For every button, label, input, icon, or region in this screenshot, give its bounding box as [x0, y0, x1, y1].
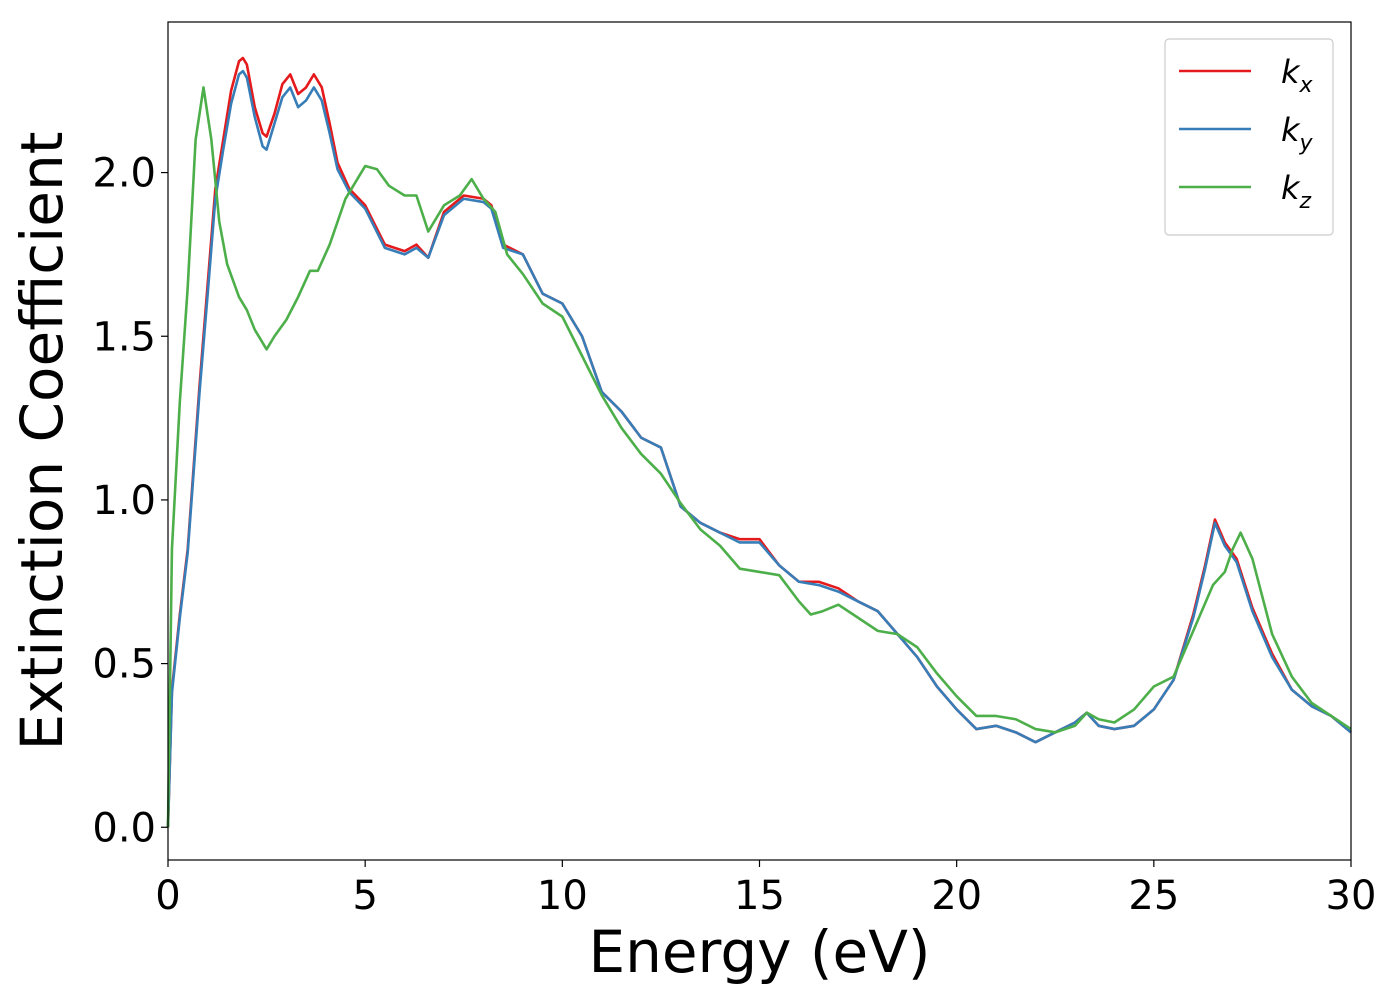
- x-tick-label: 5: [352, 873, 377, 919]
- series-line-kz: [166, 86, 1352, 828]
- x-tick-label: 20: [931, 873, 982, 919]
- legend-label-kx: kx: [1281, 53, 1314, 98]
- x-tick-label: 25: [1128, 873, 1179, 919]
- x-axis-ticks: 0 5 10 15 20 25 30: [155, 860, 1376, 919]
- x-axis-title: Energy (eV): [588, 918, 930, 986]
- y-tick-label: 1.0: [92, 478, 156, 524]
- x-tick-label: 10: [537, 873, 588, 919]
- y-axis-title: Extinction Coefficient: [8, 132, 76, 751]
- y-axis-ticks: 0.0 0.5 1.0 1.5 2.0: [92, 151, 168, 851]
- y-tick-label: 0.0: [92, 805, 156, 851]
- y-tick-label: 2.0: [92, 151, 156, 197]
- y-tick-label: 0.5: [92, 642, 156, 688]
- x-tick-label: 15: [734, 873, 785, 919]
- y-tick-label: 1.5: [92, 314, 156, 360]
- x-tick-label: 30: [1326, 873, 1377, 919]
- x-tick-label: 0: [155, 873, 180, 919]
- series-line-ky: [166, 69, 1352, 828]
- series-layer: [166, 56, 1352, 828]
- legend-label-ky: ky: [1281, 111, 1314, 156]
